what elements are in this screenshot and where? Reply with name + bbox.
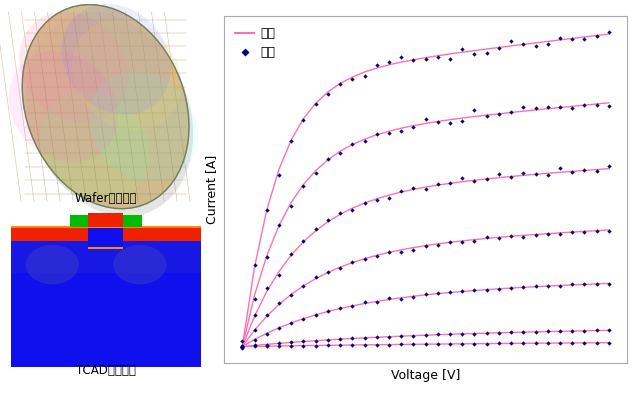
Bar: [11, 241, 201, 273]
Ellipse shape: [89, 71, 198, 182]
計算: [312, 101, 319, 106]
計算: [373, 66, 381, 70]
実測: [397, 54, 405, 59]
計算: [520, 42, 527, 47]
Text: Wafer（実測）: Wafer（実測）: [74, 192, 137, 205]
実測: [251, 263, 259, 268]
計算: [385, 62, 393, 67]
実測: [458, 47, 466, 51]
実測: [373, 63, 381, 68]
計算: [361, 70, 369, 74]
計算: [568, 36, 576, 41]
実測: [544, 41, 552, 46]
計算: [324, 90, 332, 94]
計算: [410, 57, 417, 62]
計算: [508, 43, 515, 48]
Ellipse shape: [9, 51, 118, 162]
Ellipse shape: [40, 91, 150, 201]
Bar: [70, 214, 88, 227]
Ellipse shape: [113, 245, 166, 284]
計算: [544, 39, 552, 44]
Bar: [11, 228, 201, 241]
Line: 計算: 計算: [243, 34, 609, 346]
計算: [300, 117, 307, 121]
計算: [434, 53, 442, 58]
Ellipse shape: [26, 13, 193, 216]
計算: [605, 32, 612, 36]
実測: [263, 207, 271, 212]
実測: [336, 81, 344, 86]
Bar: [88, 247, 123, 249]
実測: [470, 52, 478, 56]
Line: 実測: 実測: [241, 30, 611, 342]
Bar: [11, 226, 201, 228]
Bar: [88, 228, 123, 249]
計算: [275, 167, 283, 172]
計算: [580, 35, 588, 40]
Ellipse shape: [72, 20, 181, 130]
Bar: [123, 214, 141, 227]
実測: [300, 118, 307, 122]
実測: [275, 173, 283, 178]
実測: [446, 56, 454, 61]
計算: [446, 52, 454, 56]
Bar: [11, 241, 201, 367]
計算: [287, 137, 295, 142]
実測: [520, 41, 527, 46]
実測: [568, 37, 576, 41]
実測: [348, 76, 356, 81]
実測: [385, 60, 393, 64]
X-axis label: Voltage [V]: Voltage [V]: [391, 369, 460, 382]
計算: [397, 60, 405, 64]
計算: [348, 75, 356, 79]
計算: [532, 41, 540, 45]
Ellipse shape: [22, 5, 189, 209]
計算: [593, 33, 600, 38]
計算: [483, 47, 490, 51]
Legend: 計算, 実測: 計算, 実測: [230, 22, 280, 64]
実測: [434, 55, 442, 60]
実測: [508, 39, 515, 43]
Ellipse shape: [22, 5, 189, 209]
実測: [483, 51, 490, 55]
実測: [593, 34, 600, 39]
Ellipse shape: [22, 5, 189, 209]
計算: [556, 38, 564, 42]
計算: [458, 50, 466, 55]
Y-axis label: Current [A]: Current [A]: [205, 155, 218, 224]
実測: [239, 339, 246, 343]
Text: TCAD（計算）: TCAD（計算）: [76, 364, 136, 377]
Ellipse shape: [22, 5, 189, 209]
実測: [287, 139, 295, 143]
実測: [495, 46, 503, 51]
Ellipse shape: [26, 245, 79, 284]
実測: [312, 101, 319, 106]
実測: [422, 56, 429, 61]
実測: [556, 36, 564, 40]
Ellipse shape: [19, 12, 129, 122]
計算: [495, 45, 503, 50]
実測: [532, 44, 540, 49]
Ellipse shape: [22, 5, 189, 209]
実測: [324, 92, 332, 96]
Bar: [88, 213, 123, 227]
計算: [470, 48, 478, 53]
実測: [580, 37, 588, 42]
実測: [410, 57, 417, 62]
計算: [263, 208, 271, 213]
計算: [251, 265, 259, 269]
実測: [605, 29, 612, 34]
計算: [336, 81, 344, 86]
Ellipse shape: [22, 5, 189, 209]
計算: [422, 55, 429, 60]
計算: [239, 344, 246, 349]
実測: [361, 74, 369, 79]
Ellipse shape: [61, 4, 171, 115]
